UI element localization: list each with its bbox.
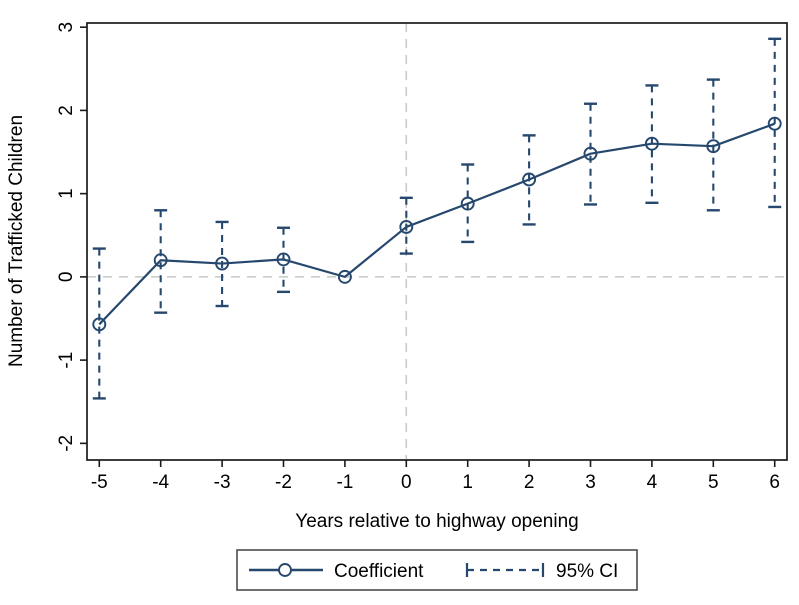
y-axis-title: Number of Trafficked Children <box>6 115 27 367</box>
coefficient-point-x-5 <box>92 317 107 332</box>
x-tick-label--3: -3 <box>214 472 231 493</box>
coefficient-polyline <box>98 122 776 326</box>
coefficient-point-x2 <box>522 172 537 187</box>
x-axis-title: Years relative to highway opening <box>295 511 578 532</box>
x-tick-label--2: -2 <box>275 472 292 493</box>
coefficient-line <box>98 122 776 326</box>
coefficient-point-x5 <box>706 139 721 154</box>
y-tick-label--1: -1 <box>56 352 77 369</box>
coefficient-point-x-1 <box>337 269 352 284</box>
plot-frame <box>86 22 788 461</box>
coefficient-point-x0 <box>399 219 414 234</box>
plot-border <box>86 22 788 461</box>
y-axis: -2 -1 0 1 2 3 <box>56 22 87 452</box>
x-tick-label--1: -1 <box>336 472 353 493</box>
legend-coefficient-marker-icon <box>278 563 292 577</box>
y-tick-label-1: 1 <box>56 188 77 199</box>
x-axis: -5 -4 -3 -2 -1 0 1 2 3 4 5 6 <box>91 460 780 493</box>
ci-error-bars <box>92 37 782 400</box>
coefficient-point-x-2 <box>276 252 291 267</box>
coefficient-point-x3 <box>583 146 598 161</box>
y-tick-label-3: 3 <box>56 22 77 33</box>
y-tick-label-2: 2 <box>56 105 77 116</box>
legend: Coefficient 95% CI <box>236 549 638 591</box>
coefficient-markers <box>92 116 782 332</box>
legend-coefficient-label: Coefficient <box>334 561 424 582</box>
x-tick-label-5: 5 <box>708 472 719 493</box>
x-tick-label-3: 3 <box>585 472 596 493</box>
x-tick-label-2: 2 <box>524 472 535 493</box>
coefficient-point-x1 <box>460 196 475 211</box>
legend-ci-label: 95% CI <box>556 561 618 582</box>
x-tick-label-1: 1 <box>462 472 473 493</box>
y-tick-label--2: -2 <box>56 435 77 452</box>
y-tick-label-0: 0 <box>56 272 77 283</box>
coefficient-point-x-4 <box>153 253 168 268</box>
coefficient-point-x-3 <box>215 256 230 271</box>
reference-lines <box>87 23 787 460</box>
x-tick-label-0: 0 <box>401 472 412 493</box>
x-tick-label-4: 4 <box>647 472 658 493</box>
x-tick-label-6: 6 <box>769 472 780 493</box>
coefficient-point-x4 <box>644 136 659 151</box>
x-tick-label--5: -5 <box>91 472 108 493</box>
coefficient-point-x6 <box>767 116 782 131</box>
x-tick-label--4: -4 <box>152 472 169 493</box>
